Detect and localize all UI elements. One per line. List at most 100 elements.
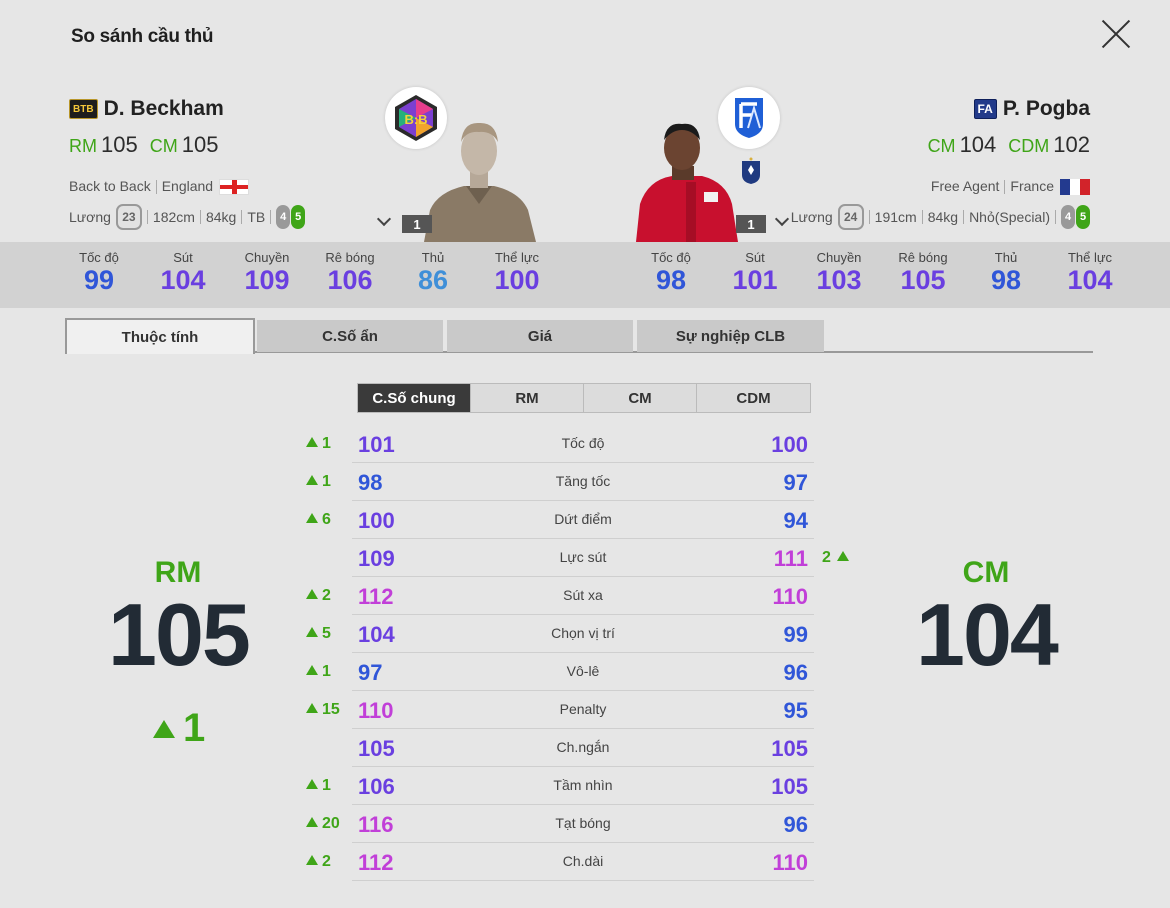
- up-arrow-icon: [306, 855, 318, 865]
- big-position-label: CM: [962, 556, 1010, 589]
- right-attribute-value: 95: [783, 698, 808, 723]
- england-flag-icon: [219, 179, 250, 196]
- up-arrow-icon: [306, 665, 318, 675]
- pogba-photo-icon: [636, 123, 738, 242]
- summary-stat-label: Sút: [745, 250, 765, 265]
- position-label: CM: [927, 136, 956, 156]
- summary-stat: Rê bóng 105: [883, 250, 963, 296]
- left-attribute-value: 106: [358, 774, 395, 799]
- summary-stat-label: Tốc độ: [79, 250, 119, 265]
- up-arrow-icon: [306, 475, 318, 485]
- attribute-row: 1 Tăng tốc 98 97: [306, 463, 814, 501]
- position-label: RM: [69, 136, 97, 156]
- right-attribute-value: 96: [783, 812, 808, 837]
- big-ovr-value: 104: [916, 585, 1059, 684]
- right-player-origin: Free Agent France: [931, 178, 1090, 196]
- subtab-cdm[interactable]: CDM: [697, 384, 810, 412]
- chevron-down-icon[interactable]: [376, 211, 392, 227]
- left-diff: 1: [306, 473, 342, 491]
- summary-stat-value: 99: [83, 265, 115, 295]
- left-diff-value: 6: [322, 511, 331, 528]
- big-ovr-value: 105: [108, 585, 251, 684]
- summary-stat-value: 98: [655, 265, 687, 295]
- tab-hidden-stats[interactable]: C.Số ẩn: [257, 320, 443, 352]
- weight: 84kg: [205, 209, 237, 225]
- attribute-row: 5 Chọn vị trí 104 99: [306, 615, 814, 653]
- left-diff: 15: [306, 701, 342, 719]
- level-badge: 1: [736, 215, 766, 233]
- player-name: D. Beckham: [103, 97, 224, 120]
- free-agent-logo-icon: [718, 87, 780, 149]
- summary-stat-label: Thể lực: [494, 250, 540, 265]
- left-attribute-value: 104: [358, 622, 395, 647]
- summary-stat-label: Thủ: [421, 250, 445, 265]
- summary-stat: Tốc độ 99: [59, 250, 139, 296]
- attribute-row: 1 Tốc độ 101 100: [306, 425, 814, 463]
- beckham-photo-icon: [424, 122, 536, 242]
- tab-attributes[interactable]: Thuộc tính: [65, 318, 255, 354]
- left-diff: 1: [306, 777, 342, 795]
- position-ovr: 102: [1053, 132, 1090, 157]
- left-diff-value: 2: [322, 853, 331, 870]
- foot-icon: 4 5: [276, 205, 306, 229]
- attribute-name: Penalty: [559, 701, 607, 717]
- summary-stat-value: 109: [244, 265, 290, 295]
- nation-name: England: [161, 178, 214, 194]
- summary-stat-label: Rê bóng: [898, 250, 948, 265]
- right-attribute-value: 111: [773, 546, 808, 571]
- close-icon[interactable]: [1098, 16, 1134, 52]
- subtab-rm[interactable]: RM: [471, 384, 584, 412]
- weight: 84kg: [927, 209, 959, 225]
- big-position-label: RM: [154, 556, 202, 589]
- right-player-attributes: Lương 24 191cm 84kg Nhỏ(Special) 4 5: [791, 204, 1090, 230]
- summary-stat-label: Chuyền: [816, 250, 862, 265]
- chevron-down-icon[interactable]: [774, 211, 790, 227]
- season-badge-icon: FA: [973, 99, 997, 119]
- summary-stat: Sút 104: [143, 250, 223, 296]
- ovr-difference: 1: [153, 706, 205, 751]
- right-attribute-value: 97: [783, 470, 808, 495]
- attribute-name: Lực sút: [559, 549, 607, 565]
- attribute-name: Ch.ngắn: [556, 739, 610, 755]
- left-diff-value: 2: [322, 587, 331, 604]
- nation-name: France: [1010, 178, 1054, 194]
- left-diff-value: 5: [322, 625, 331, 642]
- weak-foot: 4: [1061, 205, 1075, 229]
- attribute-name: Chọn vị trí: [551, 625, 615, 641]
- up-arrow-icon: [306, 437, 318, 447]
- summary-stat-label: Chuyền: [244, 250, 290, 265]
- summary-stat-value: 104: [1067, 265, 1113, 295]
- attribute-name: Tầm nhìn: [553, 777, 613, 793]
- left-attribute-value: 110: [358, 698, 394, 723]
- attribute-name: Sút xa: [563, 587, 603, 603]
- wage-badge: 24: [837, 204, 864, 230]
- btb-logo-icon: B:B: [385, 87, 447, 149]
- position-ovr: 105: [101, 132, 138, 157]
- up-arrow-icon: [306, 589, 318, 599]
- weak-foot: 4: [276, 205, 291, 229]
- left-diff-value: 20: [322, 815, 340, 832]
- attribute-name: Tăng tốc: [555, 473, 611, 489]
- position-subtabs: C.Số chung RM CM CDM: [357, 383, 811, 413]
- subtab-general[interactable]: C.Số chung: [358, 384, 471, 412]
- position-ovr: 104: [959, 132, 997, 157]
- attribute-name: Tốc độ: [561, 435, 605, 451]
- left-diff-value: 1: [322, 473, 331, 490]
- summary-stat-value: 101: [732, 265, 778, 295]
- summary-stat: Sút 101: [715, 250, 795, 296]
- summary-stat: Chuyền 109: [227, 250, 307, 296]
- tab-price[interactable]: Giá: [447, 320, 633, 352]
- height: 191cm: [874, 209, 917, 225]
- subtab-cm[interactable]: CM: [584, 384, 697, 412]
- summary-stat-label: Rê bóng: [325, 250, 375, 265]
- strong-foot: 5: [1076, 205, 1090, 229]
- left-diff-value: 1: [322, 663, 331, 680]
- right-attribute-value: 110: [772, 850, 809, 875]
- summary-stat: Tốc độ 98: [631, 250, 711, 296]
- summary-stat-value: 86: [417, 265, 449, 295]
- tab-club-career[interactable]: Sự nghiệp CLB: [637, 320, 824, 352]
- left-player-origin: Back to Back England: [69, 178, 250, 196]
- tab-underline: [65, 351, 1093, 353]
- left-attribute-value: 112: [358, 850, 394, 875]
- right-attribute-value: 110: [772, 584, 809, 609]
